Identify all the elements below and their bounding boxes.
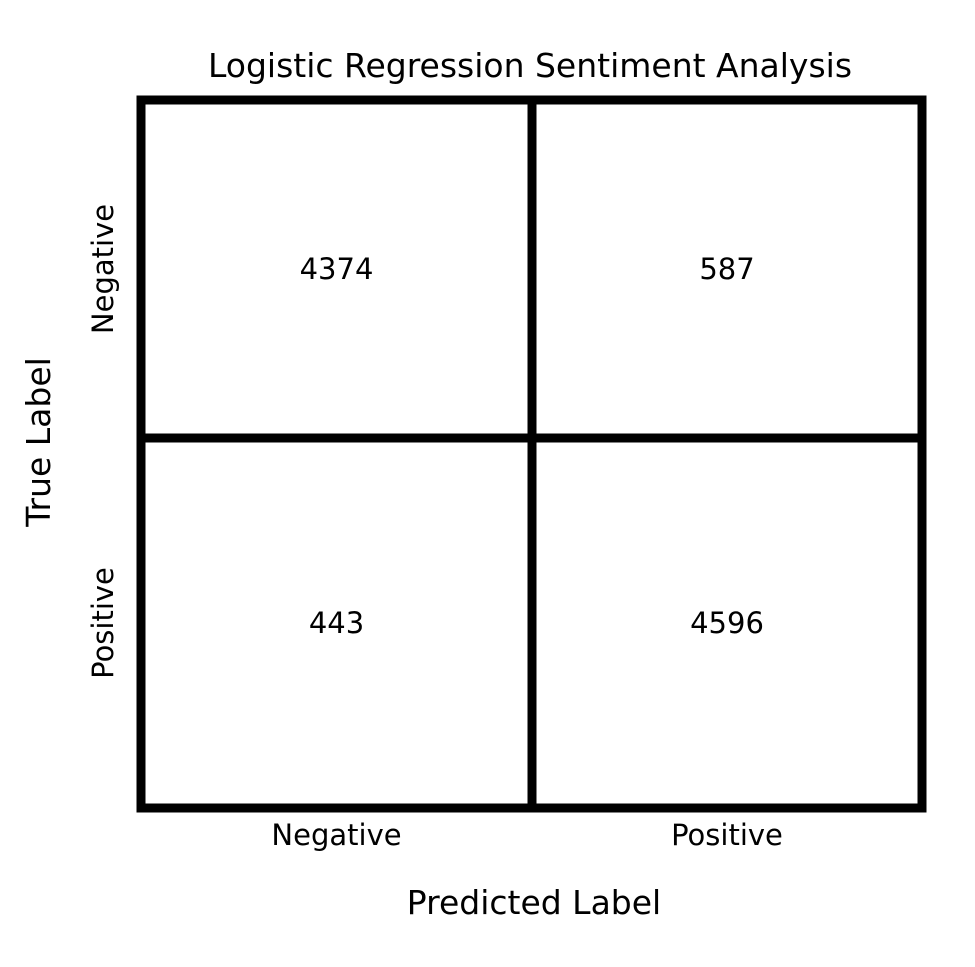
x-tick-label-0: Negative — [271, 818, 401, 852]
matrix-cell-0-0 — [141, 100, 532, 438]
matrix-grid — [136, 95, 927, 813]
cell-value-1-0: 443 — [309, 606, 364, 640]
x-tick-label-1: Positive — [671, 818, 783, 852]
y-tick-label-0: Negative — [86, 204, 120, 334]
matrix-cell-1-1 — [532, 438, 922, 808]
matrix-cells — [141, 100, 922, 808]
matrix-cell-0-1 — [532, 100, 922, 438]
y-tick-labels: Negative Positive — [86, 204, 120, 679]
cell-value-1-1: 4596 — [690, 606, 764, 640]
cell-value-0-1: 587 — [699, 252, 754, 286]
x-axis-label: Predicted Label — [407, 883, 661, 922]
chart-title: Logistic Regression Sentiment Analysis — [208, 46, 852, 85]
cell-value-0-0: 4374 — [300, 252, 374, 286]
x-tick-labels: Negative Positive — [271, 818, 782, 852]
matrix-cell-values: 4374 587 443 4596 — [300, 252, 764, 640]
matrix-cell-1-0 — [141, 438, 532, 808]
y-axis-label: True Label — [19, 357, 58, 528]
y-tick-label-1: Positive — [86, 567, 120, 679]
